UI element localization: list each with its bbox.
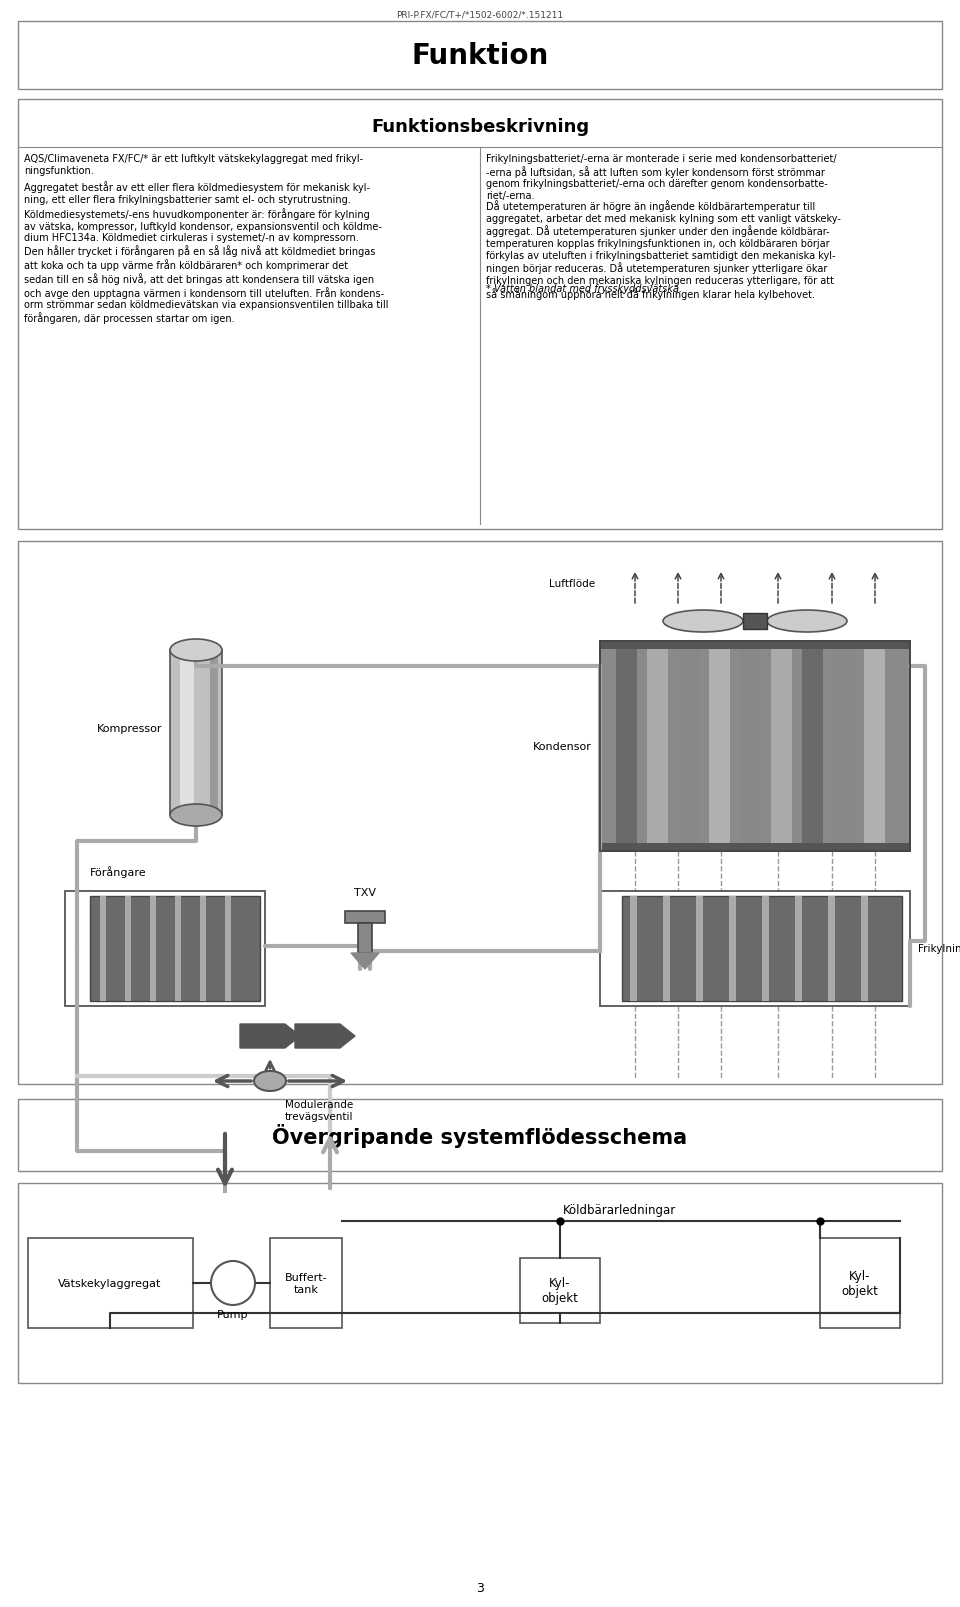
Text: Övergripande systemflödesschema: Övergripande systemflödesschema [273,1123,687,1147]
Text: Kyl-
objekt: Kyl- objekt [842,1270,878,1297]
Text: Köldmediesystemets/-ens huvudkomponenter är: förångare för kylning
av vätska, ko: Köldmediesystemets/-ens huvudkomponenter… [24,207,389,325]
Bar [696,897,703,1001]
Bar [175,897,181,1001]
Bar [345,911,385,924]
Bar [18,1099,942,1172]
Bar [795,897,802,1001]
Bar [28,1239,193,1327]
Bar [678,641,699,852]
Bar [200,897,206,1001]
Bar [600,892,910,1006]
Polygon shape [295,1024,355,1048]
Ellipse shape [211,1261,255,1305]
Bar [520,1258,600,1323]
Text: Funktionsbeskrivning: Funktionsbeskrivning [371,117,589,137]
Polygon shape [240,1024,300,1048]
Text: AQS/Climaveneta FX/FC/* är ett luftkylt vätskekylaggregat med frikyl-
ningsfunkt: AQS/Climaveneta FX/FC/* är ett luftkylt … [24,154,363,175]
Ellipse shape [254,1072,286,1091]
Text: Frikylningsbatteri: Frikylningsbatteri [918,943,960,953]
Bar [861,897,868,1001]
Bar [225,897,231,1001]
Bar [18,1183,942,1384]
Bar [820,1239,900,1327]
Bar [18,100,942,530]
Text: * Vatten blandat med frysskyddsvätska.: * Vatten blandat med frysskyddsvätska. [486,284,683,294]
Bar [622,897,902,1001]
Text: Förångare: Förångare [90,866,147,877]
Bar [828,897,835,1001]
Polygon shape [351,953,379,969]
Text: Kondensor: Kondensor [533,741,592,752]
Bar [630,897,637,1001]
Bar [18,22,942,90]
Text: Buffert-
tank: Buffert- tank [285,1273,327,1294]
Bar [270,1239,342,1327]
Ellipse shape [170,640,222,662]
Bar [180,654,194,812]
Text: Pump: Pump [217,1310,249,1319]
Text: Kyl-
objekt: Kyl- objekt [541,1276,579,1305]
Bar [762,897,769,1001]
Bar [600,641,910,649]
Bar [600,641,910,852]
Bar [170,651,222,815]
Bar [65,892,265,1006]
Bar [210,654,218,812]
Bar [743,614,767,630]
Ellipse shape [767,611,847,633]
Bar [802,641,824,852]
Text: Frikylningsbatteriet/-erna är monterade i serie med kondensorbatteriet/
-erna på: Frikylningsbatteriet/-erna är monterade … [486,154,836,201]
Bar [90,897,260,1001]
Bar [125,897,131,1001]
Bar [708,641,731,852]
Bar [863,641,885,852]
Bar [100,897,106,1001]
Bar [18,542,942,1085]
Bar [646,641,668,852]
Bar [832,641,854,852]
Text: Modulerande
trevägsventil: Modulerande trevägsventil [285,1099,353,1122]
Text: Kompressor: Kompressor [97,723,162,733]
Text: 3: 3 [476,1581,484,1594]
Bar [358,924,372,953]
Bar [150,897,156,1001]
Text: Luftflöde: Luftflöde [549,579,595,588]
Text: Då utetemperaturen är högre än ingående köldbärartemperatur till
aggregatet, arb: Då utetemperaturen är högre än ingående … [486,199,841,301]
Bar [663,897,670,1001]
Text: Vätskekylaggregat: Vätskekylaggregat [59,1278,161,1289]
Bar [739,641,761,852]
Text: Aggregatet består av ett eller flera köldmediesystem för mekanisk kyl-
ning, ett: Aggregatet består av ett eller flera köl… [24,182,370,204]
Text: Funktion: Funktion [412,42,548,71]
Ellipse shape [663,611,743,633]
Text: TXV: TXV [354,887,376,897]
Bar [600,641,910,852]
Text: Köldbärarledningar: Köldbärarledningar [564,1204,677,1216]
Bar [771,641,792,852]
Bar [600,844,910,852]
Bar [615,641,637,852]
Ellipse shape [170,805,222,826]
Text: PRI-P.FX/FC/T+/*1502-6002/*.151211: PRI-P.FX/FC/T+/*1502-6002/*.151211 [396,10,564,19]
Bar [729,897,736,1001]
